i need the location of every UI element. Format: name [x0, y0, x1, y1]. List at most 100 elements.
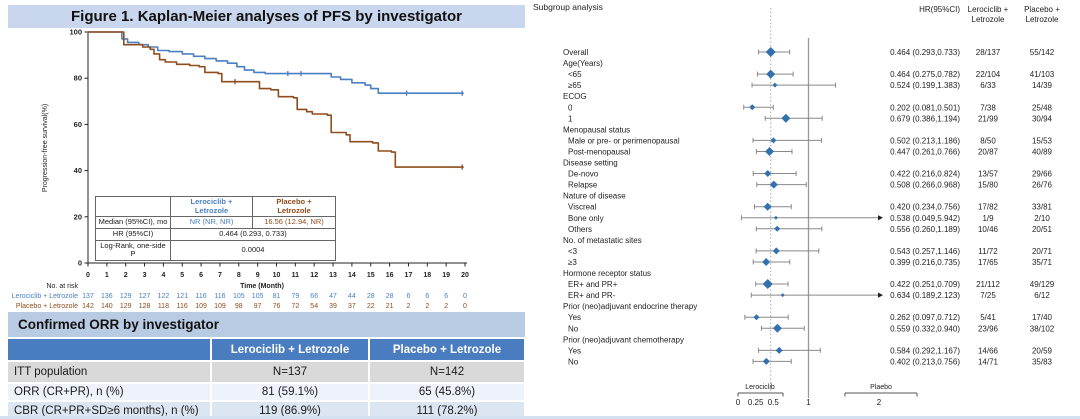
forest-column-header: Letrozole	[972, 15, 1005, 24]
forest-placebo-count: 35/83	[1032, 357, 1053, 366]
forest-row-label: ≥3	[568, 258, 577, 267]
forest-row-label: 1	[568, 114, 573, 123]
stats-value-cell: NR (NR, NR)	[170, 216, 253, 229]
forest-arrow-right	[878, 215, 883, 221]
forest-axis-tick-label: 0.25	[748, 398, 764, 407]
km-x-tick-label: 8	[237, 272, 241, 279]
forest-row-label: Prior (neo)adjuvant endocrine therapy	[563, 302, 697, 311]
forest-hr-value: 0.556 (0.260,1.189)	[890, 225, 960, 234]
risk-value: 122	[158, 293, 170, 300]
risk-value: 44	[348, 293, 356, 300]
forest-hr-diamond	[772, 323, 782, 333]
forest-lerociclib-count: 7/25	[980, 291, 996, 300]
forest-hr-diamond	[766, 69, 776, 79]
forest-lerociclib-count: 23/96	[978, 324, 999, 333]
forest-row-label: No. of metastatic sites	[563, 236, 642, 245]
forest-hr-diamond	[762, 279, 773, 290]
forest-arrow-right	[878, 292, 883, 298]
orr-section-title: Confirmed ORR by investigator	[8, 312, 525, 337]
orr-value-cell: 65 (45.8%)	[370, 384, 524, 400]
forest-hr-value: 0.679 (0.386,1.194)	[890, 114, 960, 123]
forest-lerociclib-count: 6/33	[980, 81, 996, 90]
orr-value-cell: N=142	[370, 362, 524, 382]
forest-placebo-count: 29/66	[1032, 170, 1053, 179]
risk-value: 98	[235, 303, 243, 310]
km-x-tick-label: 19	[442, 272, 450, 279]
orr-row-label: ORR (CR+PR), n (%)	[8, 384, 210, 400]
stats-span-cell: 0.464 (0.293, 0.733)	[170, 227, 336, 241]
forest-hr-diamond	[781, 113, 791, 123]
km-x-tick-label: 11	[292, 272, 300, 279]
risk-value: 118	[158, 303, 169, 310]
orr-value-cell: N=137	[212, 362, 368, 382]
forest-axis-tick-label: 0.5	[768, 398, 780, 407]
bottom-divider	[0, 416, 1080, 419]
risk-value: 2	[406, 303, 410, 310]
km-x-tick-label: 14	[348, 272, 356, 279]
km-figure-title: Figure 1. Kaplan-Meier analyses of PFS b…	[8, 5, 525, 28]
risk-value: 79	[291, 293, 299, 300]
stats-header-cell: Placebo + Letrozole	[252, 195, 336, 218]
risk-value: 116	[214, 293, 225, 300]
forest-row-label: ER+ and PR+	[568, 280, 618, 289]
risk-value: 6	[425, 293, 429, 300]
subgroup-analysis-title: Subgroup analysis	[533, 2, 603, 12]
risk-value: 109	[214, 303, 226, 310]
risk-value: 116	[177, 303, 188, 310]
risk-value: 66	[310, 293, 318, 300]
km-x-tick-label: 13	[329, 272, 337, 279]
risk-value: 2	[425, 303, 429, 310]
km-x-tick-label: 6	[199, 272, 203, 279]
forest-row-label: No	[568, 357, 579, 366]
forest-hr-diamond	[764, 170, 772, 178]
risk-value: 127	[139, 293, 151, 300]
forest-hr-diamond	[762, 357, 770, 365]
forest-lerociclib-count: 17/65	[978, 258, 999, 267]
stats-header-cell	[95, 195, 171, 218]
risk-row-name: Lerociclib + Letrozole	[12, 293, 78, 300]
forest-row-label: De-novo	[568, 170, 599, 179]
risk-value: 105	[233, 293, 245, 300]
forest-row-label: Yes	[568, 346, 581, 355]
forest-lerociclib-count: 21/99	[978, 114, 999, 123]
forest-left-group-label: Lerociclib	[745, 384, 775, 391]
forest-placebo-count: 41/103	[1030, 70, 1055, 79]
forest-lerociclib-count: 28/137	[976, 48, 1001, 57]
risk-value: 28	[367, 293, 375, 300]
km-x-tick-label: 3	[143, 272, 147, 279]
km-x-axis-label: Time (Month)	[240, 283, 284, 290]
forest-placebo-count: 6/12	[1034, 291, 1050, 300]
risk-value: 72	[291, 303, 299, 310]
risk-value: 116	[196, 293, 207, 300]
forest-column-header: HR(95%CI)	[919, 5, 960, 14]
forest-row-label: Age(Years)	[563, 59, 603, 68]
risk-value: 22	[367, 303, 375, 310]
forest-row-label: Hormone receptor status	[563, 269, 651, 278]
forest-placebo-count: 40/89	[1032, 147, 1053, 156]
forest-hr-diamond	[749, 104, 756, 111]
risk-value: 54	[310, 303, 318, 310]
forest-hr-value: 0.402 (0.213,0.756)	[890, 357, 960, 366]
risk-value: 105	[252, 293, 264, 300]
km-x-tick-label: 17	[405, 272, 413, 279]
forest-row-label: Others	[568, 225, 592, 234]
orr-value-cell: 119 (86.9%)	[212, 402, 368, 419]
forest-placebo-count: 33/81	[1032, 203, 1053, 212]
forest-row-label: <65	[568, 70, 582, 79]
forest-axis-tick-label: 0	[736, 398, 741, 407]
km-y-tick-label: 20	[74, 212, 82, 221]
risk-value: 2	[444, 303, 448, 310]
forest-row-label: Menopausal status	[563, 125, 630, 134]
forest-placebo-count: 49/129	[1030, 280, 1055, 289]
forest-hr-value: 0.538 (0.049,5.942)	[890, 214, 960, 223]
risk-value: 97	[254, 303, 262, 310]
forest-hr-value: 0.559 (0.332,0.940)	[890, 324, 960, 333]
stats-row-label: HR (95%CI)	[95, 227, 171, 241]
forest-hr-value: 0.420 (0.234,0.756)	[890, 203, 960, 212]
forest-row-label: No	[568, 324, 579, 333]
orr-row-label: CBR (CR+PR+SD≥6 months), n (%)	[8, 402, 210, 419]
forest-hr-value: 0.422 (0.216,0.824)	[890, 170, 960, 179]
km-x-tick-label: 5	[180, 272, 184, 279]
risk-value: 37	[348, 303, 356, 310]
